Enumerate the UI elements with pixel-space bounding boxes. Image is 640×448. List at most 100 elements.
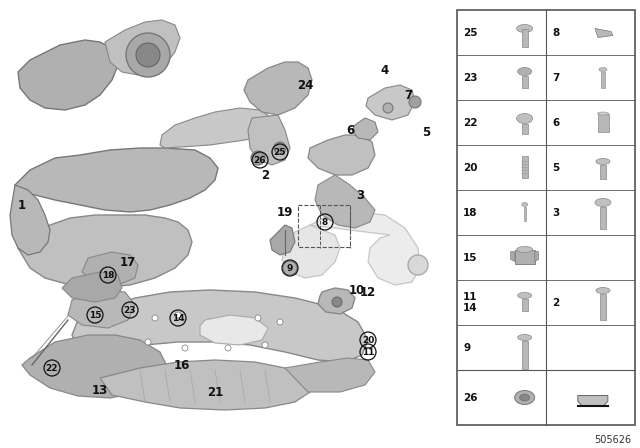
Text: 17: 17 — [120, 255, 136, 268]
Circle shape — [383, 103, 393, 113]
Text: 16: 16 — [174, 358, 190, 371]
Text: 23: 23 — [124, 306, 136, 314]
Circle shape — [152, 315, 158, 321]
Text: 11
14: 11 14 — [463, 292, 477, 313]
Ellipse shape — [518, 293, 532, 298]
Text: 2: 2 — [261, 168, 269, 181]
Polygon shape — [270, 225, 295, 255]
Text: 7: 7 — [404, 89, 412, 102]
Circle shape — [126, 33, 170, 77]
Bar — [522, 340, 527, 369]
Polygon shape — [15, 148, 218, 212]
Ellipse shape — [595, 198, 611, 207]
Polygon shape — [244, 62, 312, 115]
Polygon shape — [62, 272, 122, 302]
Polygon shape — [310, 212, 420, 285]
Text: 13: 13 — [92, 383, 108, 396]
Ellipse shape — [596, 288, 610, 293]
Polygon shape — [200, 315, 268, 345]
Text: 8: 8 — [322, 217, 328, 227]
Polygon shape — [22, 335, 168, 398]
Ellipse shape — [516, 113, 532, 124]
Text: 20: 20 — [463, 163, 477, 172]
Circle shape — [225, 345, 231, 351]
Text: 23: 23 — [463, 73, 477, 82]
Text: 5: 5 — [422, 125, 430, 138]
Circle shape — [277, 319, 283, 325]
Ellipse shape — [516, 246, 532, 253]
Text: 25: 25 — [463, 27, 477, 38]
Polygon shape — [105, 20, 180, 75]
Polygon shape — [285, 358, 375, 392]
Ellipse shape — [596, 159, 610, 164]
Text: 3: 3 — [356, 189, 364, 202]
Polygon shape — [282, 225, 340, 278]
Text: 26: 26 — [463, 392, 477, 402]
Circle shape — [274, 142, 286, 154]
Text: 26: 26 — [253, 155, 266, 164]
Circle shape — [262, 342, 268, 348]
Text: 19: 19 — [277, 206, 293, 219]
Text: 22: 22 — [45, 363, 58, 372]
Circle shape — [332, 297, 342, 307]
Text: 20: 20 — [362, 336, 374, 345]
Text: 1: 1 — [18, 198, 26, 211]
Bar — [522, 298, 527, 310]
Text: 8: 8 — [552, 27, 559, 38]
Bar — [522, 29, 527, 47]
Text: 6: 6 — [552, 117, 559, 128]
Polygon shape — [366, 85, 415, 120]
Bar — [601, 72, 605, 87]
Polygon shape — [82, 252, 138, 285]
Text: 10: 10 — [349, 284, 365, 297]
Polygon shape — [248, 115, 290, 165]
Text: 11: 11 — [362, 348, 374, 357]
Circle shape — [408, 255, 428, 275]
Polygon shape — [308, 135, 375, 175]
Text: 15: 15 — [89, 310, 101, 319]
Text: 7: 7 — [552, 73, 559, 82]
Text: 4: 4 — [381, 64, 389, 77]
Text: 3: 3 — [552, 207, 559, 217]
Polygon shape — [18, 215, 192, 288]
Text: 12: 12 — [360, 285, 376, 298]
Text: 2: 2 — [552, 297, 559, 307]
Text: 25: 25 — [274, 147, 286, 156]
Polygon shape — [72, 290, 368, 362]
Circle shape — [251, 151, 265, 165]
Polygon shape — [511, 251, 515, 262]
Ellipse shape — [520, 394, 530, 401]
Text: 14: 14 — [172, 314, 184, 323]
Bar — [600, 207, 606, 228]
Polygon shape — [352, 118, 378, 140]
Polygon shape — [578, 396, 608, 405]
Text: 18: 18 — [463, 207, 477, 217]
Polygon shape — [100, 360, 310, 410]
Text: 9: 9 — [287, 263, 293, 272]
Text: 15: 15 — [463, 253, 477, 263]
Ellipse shape — [598, 112, 609, 115]
Ellipse shape — [518, 335, 532, 340]
Circle shape — [145, 339, 151, 345]
Circle shape — [409, 96, 421, 108]
Circle shape — [175, 312, 181, 318]
Bar — [457, 10, 635, 425]
Polygon shape — [18, 40, 118, 110]
Bar — [522, 76, 527, 87]
Bar — [515, 250, 534, 263]
Text: 18: 18 — [102, 271, 115, 280]
Text: 5: 5 — [552, 163, 559, 172]
Circle shape — [283, 261, 297, 275]
Polygon shape — [10, 185, 50, 255]
Ellipse shape — [522, 202, 527, 207]
Ellipse shape — [516, 25, 532, 33]
Bar — [522, 124, 527, 134]
Text: 21: 21 — [207, 385, 223, 399]
Bar — [524, 207, 525, 220]
Text: 505626: 505626 — [594, 435, 631, 445]
Polygon shape — [534, 251, 539, 262]
Bar — [600, 293, 606, 319]
Polygon shape — [318, 288, 355, 314]
Bar — [600, 164, 606, 178]
Ellipse shape — [599, 68, 607, 72]
